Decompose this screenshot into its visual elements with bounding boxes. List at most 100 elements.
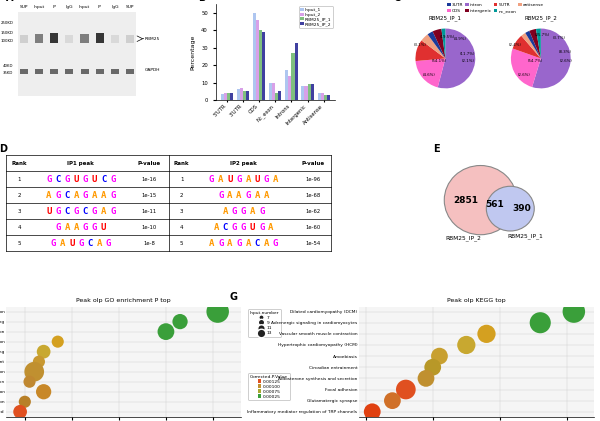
Text: A: A: [263, 239, 269, 248]
Text: G: G: [241, 223, 246, 232]
Bar: [35, 34, 43, 43]
Text: G: G: [273, 239, 278, 248]
Point: [175, 318, 185, 325]
Wedge shape: [416, 59, 445, 88]
Text: A: A: [245, 175, 251, 184]
Text: 1e-96: 1e-96: [305, 177, 321, 182]
Point: [20, 398, 29, 405]
Text: (54.7%): (54.7%): [527, 59, 542, 64]
Point: [16, 408, 25, 415]
Text: RBM25_IP_2: RBM25_IP_2: [446, 236, 481, 241]
Text: C: C: [83, 207, 88, 216]
Bar: [111, 35, 119, 43]
Text: (2.1%): (2.1%): [461, 59, 474, 64]
Point: [428, 364, 437, 370]
Bar: [80, 69, 89, 74]
Bar: [35, 69, 43, 74]
Text: A: A: [6, 0, 14, 3]
Bar: [221, 94, 224, 100]
Bar: [126, 35, 134, 43]
Point: [461, 341, 471, 348]
Text: G: G: [78, 239, 83, 248]
Text: G: G: [46, 175, 52, 184]
Text: G: G: [229, 292, 238, 302]
Text: A: A: [92, 191, 97, 200]
Ellipse shape: [487, 186, 534, 231]
Wedge shape: [422, 35, 445, 59]
Bar: [224, 93, 227, 100]
Text: U: U: [69, 239, 74, 248]
Text: RBM25: RBM25: [145, 37, 160, 41]
Text: G: G: [236, 175, 242, 184]
Text: G: G: [74, 207, 79, 216]
Text: A: A: [250, 207, 256, 216]
Wedge shape: [536, 29, 541, 59]
Text: P-value: P-value: [302, 161, 325, 166]
Text: A: A: [268, 223, 274, 232]
Text: (3.1%): (3.1%): [413, 43, 427, 47]
Text: A: A: [60, 239, 65, 248]
Bar: [326, 95, 330, 100]
Text: 2851: 2851: [453, 196, 478, 205]
Text: IgG: IgG: [65, 5, 73, 9]
Point: [39, 348, 49, 355]
Text: 4: 4: [17, 225, 21, 230]
Text: G: G: [259, 207, 265, 216]
Text: 1e-54: 1e-54: [305, 241, 321, 246]
Text: G: G: [218, 191, 223, 200]
Text: A: A: [214, 223, 219, 232]
Text: A: A: [245, 239, 251, 248]
Text: A: A: [101, 191, 106, 200]
Text: 5: 5: [180, 241, 184, 246]
Text: G: G: [83, 191, 88, 200]
Text: G: G: [83, 223, 88, 232]
Wedge shape: [529, 29, 541, 59]
Text: 1e-15: 1e-15: [142, 193, 157, 198]
Text: 1e-8: 1e-8: [143, 241, 155, 246]
Bar: [20, 69, 28, 74]
Text: 40KD: 40KD: [3, 64, 13, 67]
Point: [161, 328, 171, 335]
Text: 2: 2: [180, 193, 184, 198]
Bar: [262, 32, 265, 100]
Bar: [111, 69, 119, 74]
Text: C: C: [223, 223, 228, 232]
Bar: [278, 91, 281, 100]
Bar: [95, 33, 104, 43]
Bar: [243, 91, 246, 100]
Text: 390: 390: [512, 204, 532, 213]
Bar: [246, 91, 250, 100]
Text: A: A: [254, 191, 260, 200]
Text: P-value: P-value: [137, 161, 161, 166]
Text: A: A: [64, 223, 70, 232]
Text: G: G: [236, 239, 242, 248]
Point: [434, 353, 444, 360]
Bar: [240, 88, 243, 100]
Text: E: E: [434, 144, 440, 155]
Text: A: A: [46, 191, 52, 200]
Wedge shape: [512, 36, 541, 59]
Point: [569, 308, 578, 315]
Text: U: U: [46, 207, 52, 216]
Point: [25, 378, 34, 385]
Text: G: G: [232, 223, 237, 232]
Text: A: A: [236, 191, 242, 200]
Text: (4.6%): (4.6%): [422, 73, 436, 77]
Text: 250KD: 250KD: [1, 21, 13, 25]
Wedge shape: [442, 29, 445, 59]
Text: 3: 3: [180, 209, 184, 214]
Bar: [301, 86, 304, 100]
Text: 35KD: 35KD: [3, 71, 13, 75]
Text: (4.9%): (4.9%): [454, 37, 467, 41]
Text: A: A: [97, 239, 102, 248]
Point: [39, 389, 49, 395]
Point: [421, 375, 431, 382]
Bar: [18, 12, 136, 96]
Text: (2.6%): (2.6%): [518, 73, 531, 77]
Wedge shape: [433, 29, 445, 59]
Text: 5: 5: [17, 241, 21, 246]
Point: [535, 320, 545, 326]
Bar: [126, 69, 134, 74]
Text: (2.6%): (2.6%): [560, 59, 572, 64]
Legend: 0.00125, 0.00100, 0.00075, 0.00025: 0.00125, 0.00100, 0.00075, 0.00025: [248, 373, 290, 400]
